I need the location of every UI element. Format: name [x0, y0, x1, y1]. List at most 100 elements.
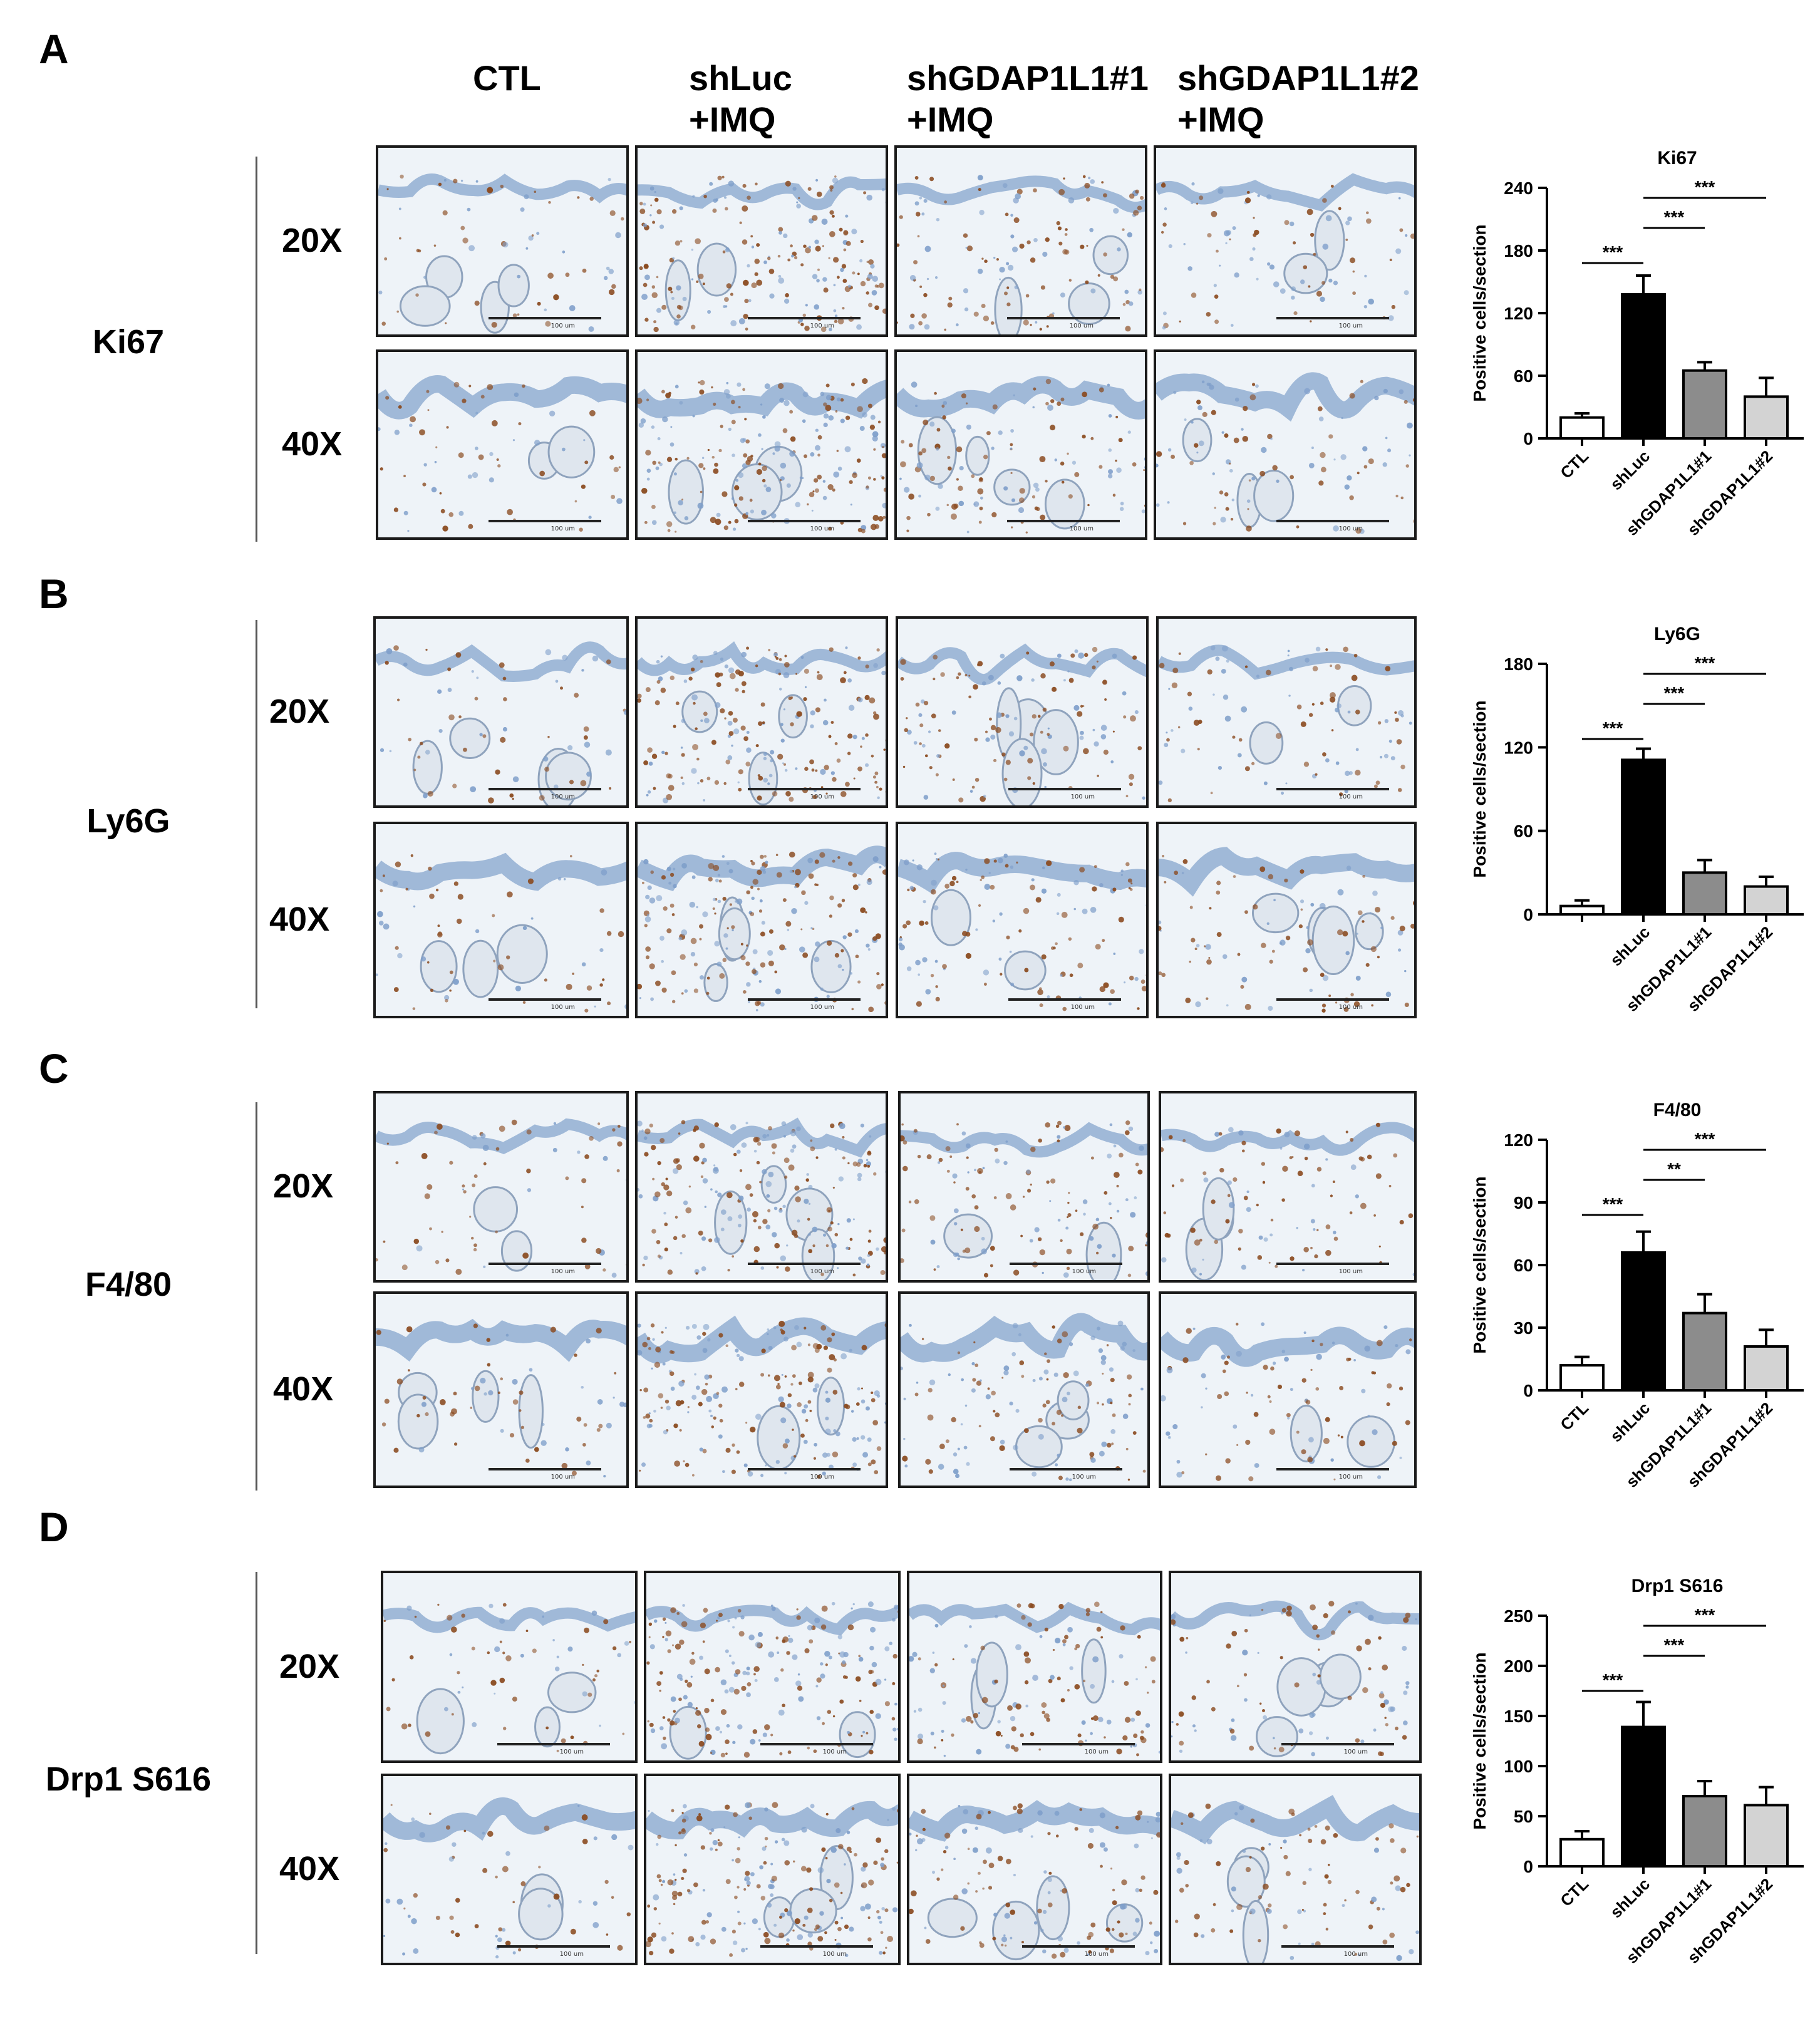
micrograph-sh2: 100 um	[1154, 349, 1417, 540]
significance-label: ***	[1695, 177, 1715, 197]
x-tick-label: CTL	[1556, 1874, 1592, 1910]
column-header-shgdap1l1-2: shGDAP1L1#2 +IMQ	[1177, 58, 1419, 139]
scale-bar	[748, 1263, 861, 1265]
bar-sh2	[1744, 1804, 1789, 1868]
panel-letter-a: A	[39, 26, 69, 72]
bar-chart: Ly6G Positive cells/section 0 60 120 180 shLuc…	[1470, 624, 1804, 1015]
scale-bar	[1007, 317, 1120, 319]
panel-letter-b: B	[39, 571, 69, 617]
panel-letter-d: D	[39, 1504, 69, 1550]
scale-bar	[1276, 520, 1389, 522]
x-tick-label: shLuc	[1606, 922, 1653, 969]
scale-bar	[748, 788, 861, 790]
micrograph-shluc: 100 um	[635, 145, 888, 337]
micrograph-sh2: 100 um	[1159, 1091, 1417, 1283]
significance-label: ***	[1695, 1605, 1715, 1625]
scale-bar-label: 100 um	[1338, 1474, 1363, 1480]
x-tick-label: shLuc	[1606, 1398, 1653, 1445]
micrograph-ctl: 100 um	[373, 1091, 629, 1283]
magnification-label: 40X	[279, 1850, 340, 1888]
chart-title: Ki67	[1657, 148, 1697, 168]
magnification-label: 20X	[279, 1647, 340, 1685]
significance-label: ***	[1695, 653, 1715, 673]
micrograph-ctl: 100 um	[381, 1571, 638, 1763]
chart-title: F4/80	[1653, 1100, 1702, 1120]
micrograph-ctl: 100 um	[373, 1291, 629, 1488]
column-header-ctl: CTL	[473, 58, 541, 98]
significance-label: ***	[1603, 1670, 1623, 1690]
significance-label: ***	[1664, 683, 1685, 703]
scale-bar-label: 100 um	[551, 1474, 575, 1480]
micrograph-ctl: 100 um	[376, 349, 629, 540]
significance-label: ***	[1664, 207, 1685, 227]
y-tick-label: 0	[1523, 1381, 1533, 1400]
scale-bar	[1022, 1945, 1135, 1948]
micrograph-shluc: 100 um	[644, 1774, 901, 1965]
scale-bar-label: 100 um	[1084, 1749, 1109, 1755]
scale-bar-label: 100 um	[551, 1004, 575, 1011]
scale-bar	[497, 1743, 610, 1745]
scale-bar-label: 100 um	[1338, 793, 1363, 800]
panel-letter-c: C	[39, 1045, 69, 1092]
bar-sh1	[1682, 1311, 1727, 1392]
y-tick-label: 0	[1523, 905, 1533, 924]
y-tick-label: 240	[1504, 178, 1533, 198]
micrograph-shluc: 100 um	[635, 822, 888, 1018]
scale-bar	[748, 998, 861, 1001]
chart-title: Ly6G	[1654, 624, 1700, 644]
micrograph-sh1: 100 um	[898, 1091, 1150, 1283]
y-tick-label: 100	[1504, 1757, 1533, 1776]
y-tick-label: 0	[1523, 1857, 1533, 1876]
scale-bar-label: 100 um	[1072, 1268, 1096, 1275]
scale-bar-label: 100 um	[1338, 1004, 1363, 1011]
micrograph-sh1: 100 um	[894, 145, 1147, 337]
magnification-label: 20X	[273, 1167, 334, 1205]
significance-label: ***	[1603, 1194, 1623, 1214]
bar-chart: F4/80 Positive cells/section 0 30 60 90 120 CTL…	[1470, 1100, 1804, 1491]
x-tick-label: shLuc	[1606, 1874, 1653, 1921]
scale-bar	[1276, 788, 1389, 790]
y-tick-label: 90	[1514, 1193, 1533, 1212]
y-tick-label: 60	[1514, 1256, 1533, 1275]
marker-label: Ly6G	[86, 802, 170, 840]
bar-ctl	[1559, 1837, 1605, 1868]
micrograph-sh2: 100 um	[1154, 145, 1417, 337]
y-tick-label: 0	[1523, 429, 1533, 448]
scale-bar-label: 100 um	[822, 1749, 847, 1755]
scale-bar	[1008, 998, 1121, 1001]
micrograph-sh1: 100 um	[907, 1774, 1162, 1965]
scale-bar-label: 100 um	[1069, 323, 1094, 329]
y-axis-label: Positive cells/section	[1470, 1652, 1489, 1829]
scale-bar-label: 100 um	[810, 793, 834, 800]
scale-bar	[748, 1468, 861, 1470]
scale-bar-label: 100 um	[559, 1749, 584, 1755]
scale-bar	[1276, 1468, 1389, 1470]
bar-sh1	[1682, 871, 1727, 916]
y-tick-label: 30	[1514, 1318, 1533, 1338]
magnification-label: 40X	[269, 901, 330, 938]
scale-bar	[748, 317, 861, 319]
scale-bar-label: 100 um	[551, 323, 575, 329]
bar-sh1	[1682, 369, 1727, 440]
y-tick-label: 120	[1504, 1130, 1533, 1150]
y-tick-label: 250	[1504, 1606, 1533, 1626]
scale-bar-label: 100 um	[1084, 1951, 1109, 1958]
scale-bar-label: 100 um	[810, 1268, 834, 1275]
y-axis-label: Positive cells/section	[1470, 224, 1489, 401]
scale-bar	[1276, 317, 1389, 319]
scale-bar-label: 100 um	[1070, 1004, 1095, 1011]
scale-bar-label: 100 um	[810, 525, 834, 532]
x-tick-label: CTL	[1556, 447, 1592, 482]
micrograph-sh2: 100 um	[1169, 1774, 1422, 1965]
scale-bar	[489, 520, 601, 522]
scale-bar	[489, 1263, 601, 1265]
panel-divider-line	[256, 620, 257, 1008]
column-header-shgdap1l1-1: shGDAP1L1#1 +IMQ	[907, 58, 1149, 139]
marker-label: Ki67	[92, 323, 165, 361]
bar-shluc	[1621, 293, 1666, 440]
micrograph-shluc: 100 um	[635, 616, 888, 808]
scale-bar	[1276, 1263, 1389, 1265]
bar-ctl	[1559, 416, 1605, 440]
scale-bar	[489, 788, 601, 790]
significance-label: ***	[1664, 1635, 1685, 1655]
